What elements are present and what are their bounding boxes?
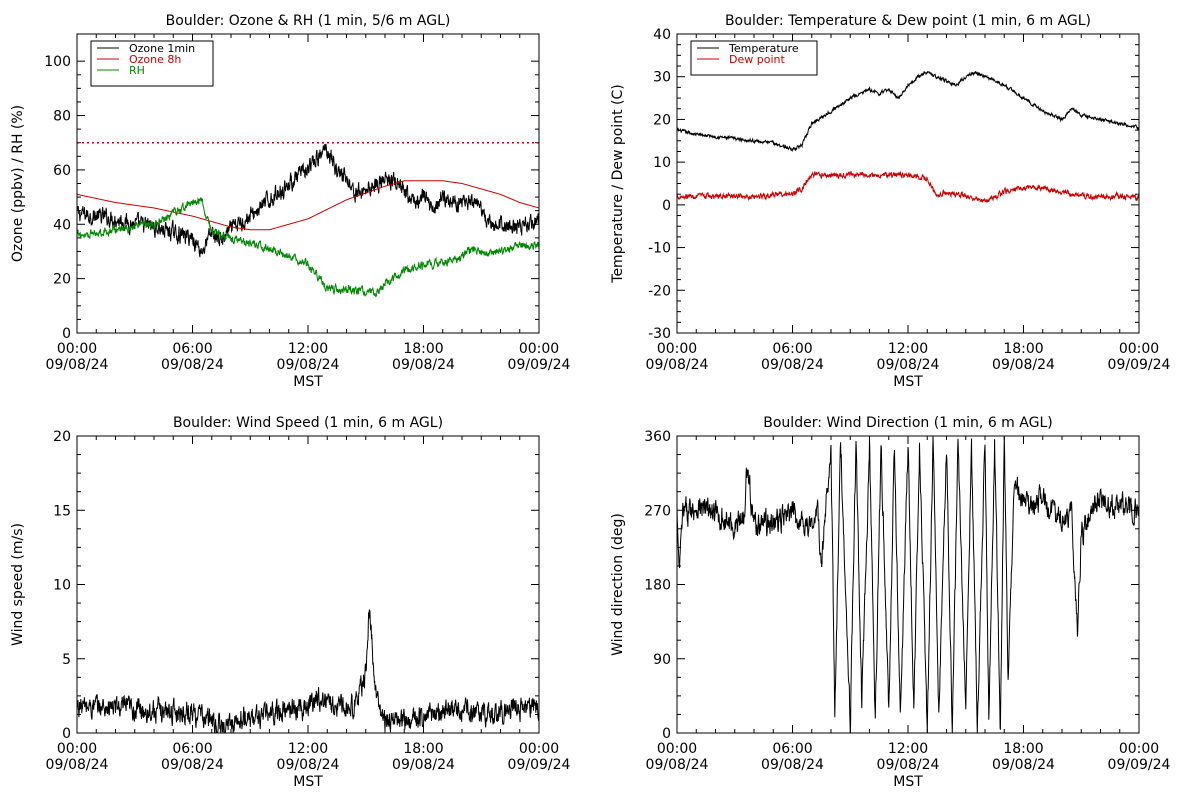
x-tick-time: 00:00 xyxy=(57,341,97,357)
series-line-rh xyxy=(77,197,539,298)
chart-panel-4: Boulder: Wind Direction (1 min, 6 m AGL)… xyxy=(610,415,1171,790)
plot-frame xyxy=(676,435,1140,734)
chart-title: Boulder: Ozone & RH (1 min, 5/6 m AGL) xyxy=(166,13,451,29)
x-tick-time: 12:00 xyxy=(288,341,328,357)
x-axis-label: MST xyxy=(293,774,323,790)
y-tick-label: 0 xyxy=(62,726,71,742)
y-tick-label: 40 xyxy=(53,217,71,233)
x-tick-time: 00:00 xyxy=(657,741,697,757)
x-tick-time: 18:00 xyxy=(1003,341,1043,357)
x-tick-time: 00:00 xyxy=(1119,341,1159,357)
legend-label: Ozone 8h xyxy=(129,53,181,66)
y-tick-label: 0 xyxy=(62,326,71,342)
chart-panel-1: Boulder: Ozone & RH (1 min, 5/6 m AGL) Oz… xyxy=(10,13,571,390)
x-tick-date: 09/08/24 xyxy=(46,757,109,773)
x-tick-date: 09/08/24 xyxy=(992,357,1055,373)
legend-label: Dew point xyxy=(729,53,785,66)
y-tick-label: 10 xyxy=(653,155,671,171)
y-axis-label: Wind direction (deg) xyxy=(610,513,626,656)
chart-title: Boulder: Temperature & Dew point (1 min,… xyxy=(725,13,1091,29)
legend-box xyxy=(690,40,818,76)
y-tick-label: 10 xyxy=(53,578,71,594)
plot-frame xyxy=(76,33,540,334)
x-tick-date: 09/08/24 xyxy=(161,757,224,773)
x-tick-time: 18:00 xyxy=(403,741,443,757)
x-tick-time: 06:00 xyxy=(172,341,212,357)
y-tick-label: 15 xyxy=(53,503,71,519)
x-tick-date: 09/08/24 xyxy=(646,757,709,773)
x-tick-date: 09/08/24 xyxy=(646,357,709,373)
x-tick-time: 00:00 xyxy=(519,741,559,757)
y-tick-label: 270 xyxy=(644,503,671,519)
series-line-dew-point xyxy=(677,170,1139,204)
y-axis-label: Wind speed (m/s) xyxy=(10,523,26,646)
y-tick-label: -20 xyxy=(648,283,671,299)
y-tick-label: 100 xyxy=(44,54,71,70)
chart-title: Boulder: Wind Speed (1 min, 6 m AGL) xyxy=(173,415,443,431)
y-axis-label: Temperature / Dew point (C) xyxy=(610,84,626,283)
y-tick-label: 0 xyxy=(662,198,671,214)
chart-panel-3: Boulder: Wind Speed (1 min, 6 m AGL) Wind… xyxy=(10,415,571,790)
x-tick-time: 18:00 xyxy=(1003,741,1043,757)
x-axis-label: MST xyxy=(893,374,923,390)
legend-label: Ozone 1min xyxy=(129,42,195,55)
series-line-1 xyxy=(677,436,1139,733)
x-tick-date: 09/08/24 xyxy=(277,757,340,773)
x-tick-date: 09/08/24 xyxy=(392,357,455,373)
x-tick-date: 09/08/24 xyxy=(761,757,824,773)
x-tick-date: 09/08/24 xyxy=(877,357,940,373)
x-tick-date: 09/08/24 xyxy=(392,757,455,773)
x-tick-time: 00:00 xyxy=(57,741,97,757)
y-tick-label: 20 xyxy=(53,429,71,445)
y-tick-label: 0 xyxy=(662,726,671,742)
x-tick-time: 00:00 xyxy=(1119,741,1159,757)
x-tick-date: 09/09/24 xyxy=(1108,757,1171,773)
x-tick-date: 09/08/24 xyxy=(161,357,224,373)
series-line-ozone-1min xyxy=(77,143,539,258)
series-line-ozone-8h xyxy=(77,180,539,231)
x-tick-time: 06:00 xyxy=(772,741,812,757)
x-tick-date: 09/08/24 xyxy=(761,357,824,373)
legend-label: Temperature xyxy=(728,42,799,55)
x-axis-label: MST xyxy=(293,374,323,390)
chart-panel-2: Boulder: Temperature & Dew point (1 min,… xyxy=(610,13,1171,390)
x-tick-date: 09/09/24 xyxy=(508,757,571,773)
y-tick-label: 20 xyxy=(53,272,71,288)
y-tick-label: 40 xyxy=(653,27,671,43)
y-tick-label: 60 xyxy=(53,163,71,179)
y-tick-label: -10 xyxy=(648,241,671,257)
plot-frame xyxy=(676,33,1140,334)
x-axis-label: MST xyxy=(893,774,923,790)
x-tick-time: 12:00 xyxy=(888,341,928,357)
series-line-1 xyxy=(77,609,539,733)
x-tick-time: 06:00 xyxy=(772,341,812,357)
y-tick-label: 30 xyxy=(653,70,671,86)
x-tick-date: 09/08/24 xyxy=(46,357,109,373)
y-tick-label: 80 xyxy=(53,109,71,125)
plot-frame xyxy=(76,435,540,734)
y-tick-label: 180 xyxy=(644,578,671,594)
x-tick-time: 18:00 xyxy=(403,341,443,357)
y-axis-label: Ozone (ppbv) / RH (%) xyxy=(10,105,26,262)
x-tick-date: 09/08/24 xyxy=(277,357,340,373)
x-tick-date: 09/08/24 xyxy=(877,757,940,773)
x-tick-date: 09/09/24 xyxy=(508,357,571,373)
y-tick-label: 20 xyxy=(653,112,671,128)
y-tick-label: 360 xyxy=(644,429,671,445)
x-tick-date: 09/09/24 xyxy=(1108,357,1171,373)
chart-title: Boulder: Wind Direction (1 min, 6 m AGL) xyxy=(763,415,1052,431)
x-tick-time: 12:00 xyxy=(888,741,928,757)
y-tick-label: 5 xyxy=(62,652,71,668)
x-tick-time: 00:00 xyxy=(519,341,559,357)
x-tick-time: 12:00 xyxy=(288,741,328,757)
x-tick-date: 09/08/24 xyxy=(992,757,1055,773)
series-line-temperature xyxy=(677,70,1139,153)
x-tick-time: 06:00 xyxy=(172,741,212,757)
y-tick-label: -30 xyxy=(648,326,671,342)
x-tick-time: 00:00 xyxy=(657,341,697,357)
legend-label: RH xyxy=(129,64,145,77)
y-tick-label: 90 xyxy=(653,652,671,668)
